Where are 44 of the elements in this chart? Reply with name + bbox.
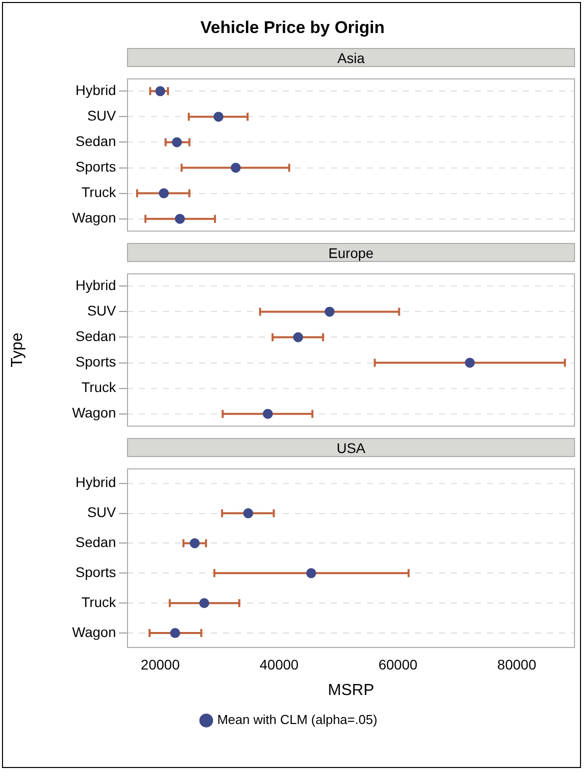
point <box>170 628 180 638</box>
chart-title: Vehicle Price by Origin <box>199 18 386 38</box>
point <box>158 188 169 198</box>
y-tick-label: Sedan <box>76 534 116 550</box>
x-tick-label: 60000 <box>378 656 418 672</box>
y-tick-label: Wagon <box>72 210 116 226</box>
y-tick-label: Truck <box>82 184 117 200</box>
y-tick-label: Truck <box>82 379 117 396</box>
point <box>324 306 335 317</box>
y-tick-label: Sedan <box>76 328 116 344</box>
point <box>464 358 475 368</box>
point <box>214 112 224 122</box>
y-tick-label: Hybrid <box>76 277 116 294</box>
y-axis-title: Type <box>9 332 26 368</box>
x-tick-label: 40000 <box>260 656 299 672</box>
x-tick-label: 20000 <box>140 656 180 672</box>
chart-subtitle: Asia <box>127 48 575 67</box>
point <box>293 332 304 342</box>
point <box>199 598 210 608</box>
legend-label: Mean with CLM (alpha=.05) <box>217 712 378 728</box>
y-tick-label: Sports <box>76 354 116 370</box>
point <box>172 137 182 148</box>
y-tick-label: Sedan <box>76 133 116 150</box>
y-tick-label: SUV <box>87 302 117 319</box>
y-tick-label: Sports <box>76 158 116 175</box>
point <box>306 568 316 578</box>
chart-subtitle: USA <box>127 438 575 457</box>
point <box>155 86 166 96</box>
point <box>243 508 254 518</box>
x-tick-label: 80000 <box>497 656 536 672</box>
y-tick-label: Wagon <box>72 404 116 421</box>
point <box>262 408 273 419</box>
y-tick-label: Sports <box>76 564 116 580</box>
x-axis-title: MSRP <box>328 682 374 699</box>
y-tick-label: SUV <box>87 504 117 520</box>
point <box>230 162 241 173</box>
y-tick-label: Wagon <box>72 624 116 640</box>
y-tick-label: SUV <box>87 108 117 124</box>
point <box>174 214 185 224</box>
y-tick-label: Hybrid <box>76 82 116 98</box>
chart-subtitle: Europe <box>127 243 575 262</box>
point <box>190 538 200 548</box>
y-tick-label: Truck <box>82 594 117 610</box>
y-tick-label: Hybrid <box>76 474 116 490</box>
